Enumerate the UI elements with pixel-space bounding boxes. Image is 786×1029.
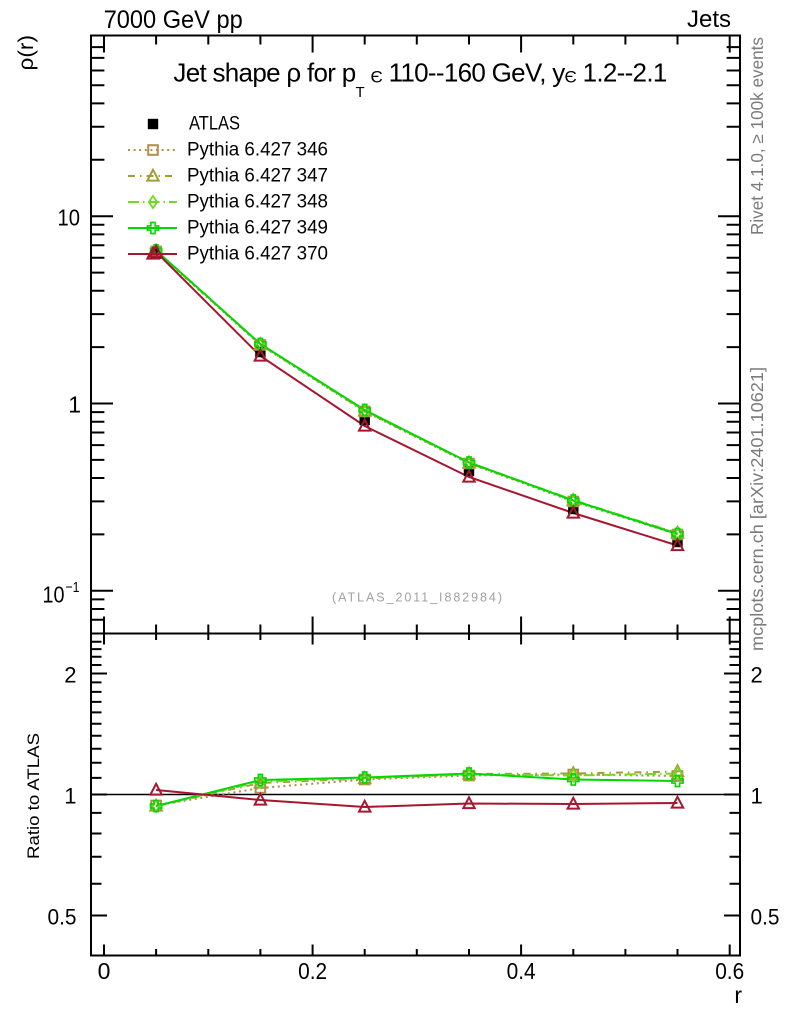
svg-text:10: 10 — [43, 582, 65, 608]
svg-text:ATLAS: ATLAS — [189, 114, 240, 135]
svg-text:Pythia 6.427 348: Pythia 6.427 348 — [187, 192, 328, 213]
svg-text:ρ(r): ρ(r) — [15, 35, 38, 71]
svg-text:2: 2 — [751, 663, 763, 688]
svg-text:0.6: 0.6 — [715, 958, 744, 984]
svg-text:1: 1 — [64, 784, 76, 809]
svg-text:Ratio to ATLAS: Ratio to ATLAS — [24, 733, 43, 859]
svg-text:Jets: Jets — [687, 6, 731, 33]
svg-text:10: 10 — [58, 204, 81, 230]
svg-text:Pythia 6.427 349: Pythia 6.427 349 — [187, 218, 328, 239]
svg-text:Pythia 6.427 370: Pythia 6.427 370 — [187, 244, 328, 265]
svg-text:(ATLAS_2011_I882984): (ATLAS_2011_I882984) — [332, 591, 502, 605]
svg-text:0: 0 — [98, 958, 111, 984]
svg-text:mcplots.cern.ch [arXiv:2401.10: mcplots.cern.ch [arXiv:2401.10621] — [747, 367, 767, 651]
svg-text:2: 2 — [64, 663, 76, 688]
svg-text:0.5: 0.5 — [48, 905, 77, 930]
svg-text:0.5: 0.5 — [751, 905, 780, 930]
svg-text:Pythia 6.427 346: Pythia 6.427 346 — [187, 140, 328, 161]
svg-text:Pythia 6.427 347: Pythia 6.427 347 — [187, 166, 328, 187]
svg-text:0.4: 0.4 — [507, 958, 536, 984]
svg-text:1: 1 — [751, 784, 763, 809]
svg-text:0.2: 0.2 — [298, 958, 327, 984]
svg-text:7000 GeV pp: 7000 GeV pp — [104, 6, 243, 34]
svg-text:r: r — [734, 982, 742, 1008]
svg-text:−1: −1 — [66, 579, 80, 596]
svg-text:Rivet 4.1.0, ≥ 100k events: Rivet 4.1.0, ≥ 100k events — [747, 37, 767, 235]
svg-text:1: 1 — [68, 392, 81, 418]
